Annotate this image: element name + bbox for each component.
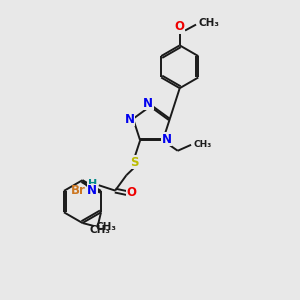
Text: O: O bbox=[175, 20, 185, 33]
Text: H: H bbox=[88, 179, 97, 189]
Text: N: N bbox=[124, 113, 134, 126]
Text: CH₃: CH₃ bbox=[89, 225, 110, 235]
Text: N: N bbox=[87, 184, 97, 197]
Text: N: N bbox=[161, 133, 171, 146]
Text: N: N bbox=[143, 97, 153, 110]
Text: O: O bbox=[127, 187, 137, 200]
Text: Br: Br bbox=[71, 184, 86, 197]
Text: CH₃: CH₃ bbox=[198, 18, 219, 28]
Text: CH₃: CH₃ bbox=[96, 222, 117, 232]
Text: CH₃: CH₃ bbox=[194, 140, 212, 149]
Text: S: S bbox=[130, 156, 139, 169]
